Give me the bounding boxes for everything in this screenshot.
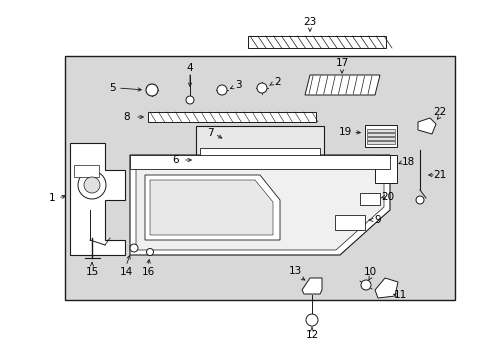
Polygon shape xyxy=(305,75,379,95)
Text: 23: 23 xyxy=(303,17,316,27)
Circle shape xyxy=(185,96,194,104)
Text: 16: 16 xyxy=(141,267,154,277)
Circle shape xyxy=(146,248,153,256)
Text: 8: 8 xyxy=(123,112,130,122)
Text: 4: 4 xyxy=(186,63,193,73)
Text: 6: 6 xyxy=(172,155,179,165)
Circle shape xyxy=(84,177,100,193)
Bar xyxy=(364,125,396,147)
Text: 15: 15 xyxy=(85,267,99,277)
Bar xyxy=(366,141,394,144)
Bar xyxy=(366,129,394,132)
Polygon shape xyxy=(136,160,383,250)
Circle shape xyxy=(305,314,317,326)
Text: 11: 11 xyxy=(392,290,406,300)
Text: 12: 12 xyxy=(305,330,318,340)
Bar xyxy=(130,155,389,169)
Bar xyxy=(374,155,396,183)
Circle shape xyxy=(257,83,266,93)
Text: 19: 19 xyxy=(338,127,351,137)
Polygon shape xyxy=(145,175,280,240)
Polygon shape xyxy=(417,118,435,134)
Text: 18: 18 xyxy=(401,157,414,167)
Text: 5: 5 xyxy=(108,83,115,93)
Circle shape xyxy=(130,244,138,252)
Text: 3: 3 xyxy=(234,80,241,90)
Bar xyxy=(65,56,454,300)
Polygon shape xyxy=(150,180,272,235)
Bar xyxy=(334,215,364,230)
Text: 14: 14 xyxy=(119,267,132,277)
Circle shape xyxy=(415,196,423,204)
Text: 2: 2 xyxy=(274,77,281,87)
Bar xyxy=(148,112,315,122)
Text: 10: 10 xyxy=(363,267,376,277)
Bar xyxy=(366,133,394,136)
Text: 1: 1 xyxy=(49,193,55,203)
Circle shape xyxy=(217,85,226,95)
Text: 22: 22 xyxy=(432,107,446,117)
Text: 13: 13 xyxy=(288,266,301,276)
Bar xyxy=(74,165,99,177)
Bar xyxy=(247,36,385,48)
Circle shape xyxy=(78,171,106,199)
Circle shape xyxy=(146,84,158,96)
Polygon shape xyxy=(302,278,321,294)
Bar xyxy=(359,193,379,205)
Text: 21: 21 xyxy=(432,170,446,180)
Polygon shape xyxy=(130,155,389,255)
Text: 9: 9 xyxy=(374,215,381,225)
Text: 7: 7 xyxy=(206,128,213,138)
Bar xyxy=(366,137,394,140)
Polygon shape xyxy=(70,143,125,255)
Text: 17: 17 xyxy=(335,58,348,68)
Circle shape xyxy=(360,280,370,290)
Polygon shape xyxy=(374,278,397,298)
Bar xyxy=(200,148,319,164)
Bar xyxy=(196,126,324,194)
Text: 20: 20 xyxy=(381,192,394,202)
